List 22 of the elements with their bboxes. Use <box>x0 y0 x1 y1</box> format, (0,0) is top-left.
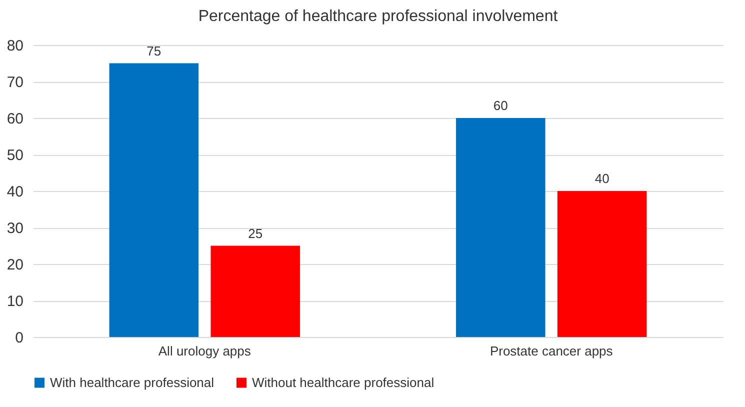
legend-label: Without healthcare professional <box>252 374 434 390</box>
y-tick-label: 70 <box>6 74 24 91</box>
data-label: 75 <box>146 43 162 58</box>
y-tick-label: 40 <box>6 184 24 200</box>
bar <box>557 191 647 337</box>
legend-label: With healthcare professional <box>50 374 214 390</box>
y-tick-label: 0 <box>15 330 24 346</box>
bar <box>456 118 546 337</box>
bar <box>109 63 199 337</box>
data-label: 25 <box>248 226 263 241</box>
data-label: 40 <box>594 171 610 186</box>
y-tick-label: 60 <box>6 110 24 128</box>
x-tick-label: All urology apps <box>158 344 252 358</box>
bar <box>210 246 300 337</box>
data-label: 60 <box>493 98 508 113</box>
x-tick-label: Prostate cancer apps <box>490 344 614 358</box>
y-tick-label: 30 <box>6 220 24 237</box>
y-tick-label: 20 <box>6 256 24 274</box>
y-tick-label: 50 <box>6 147 24 164</box>
chart-title: Percentage of healthcare professional involvement <box>198 8 558 25</box>
y-tick-label: 80 <box>6 38 24 54</box>
y-tick-label: 10 <box>6 293 24 310</box>
